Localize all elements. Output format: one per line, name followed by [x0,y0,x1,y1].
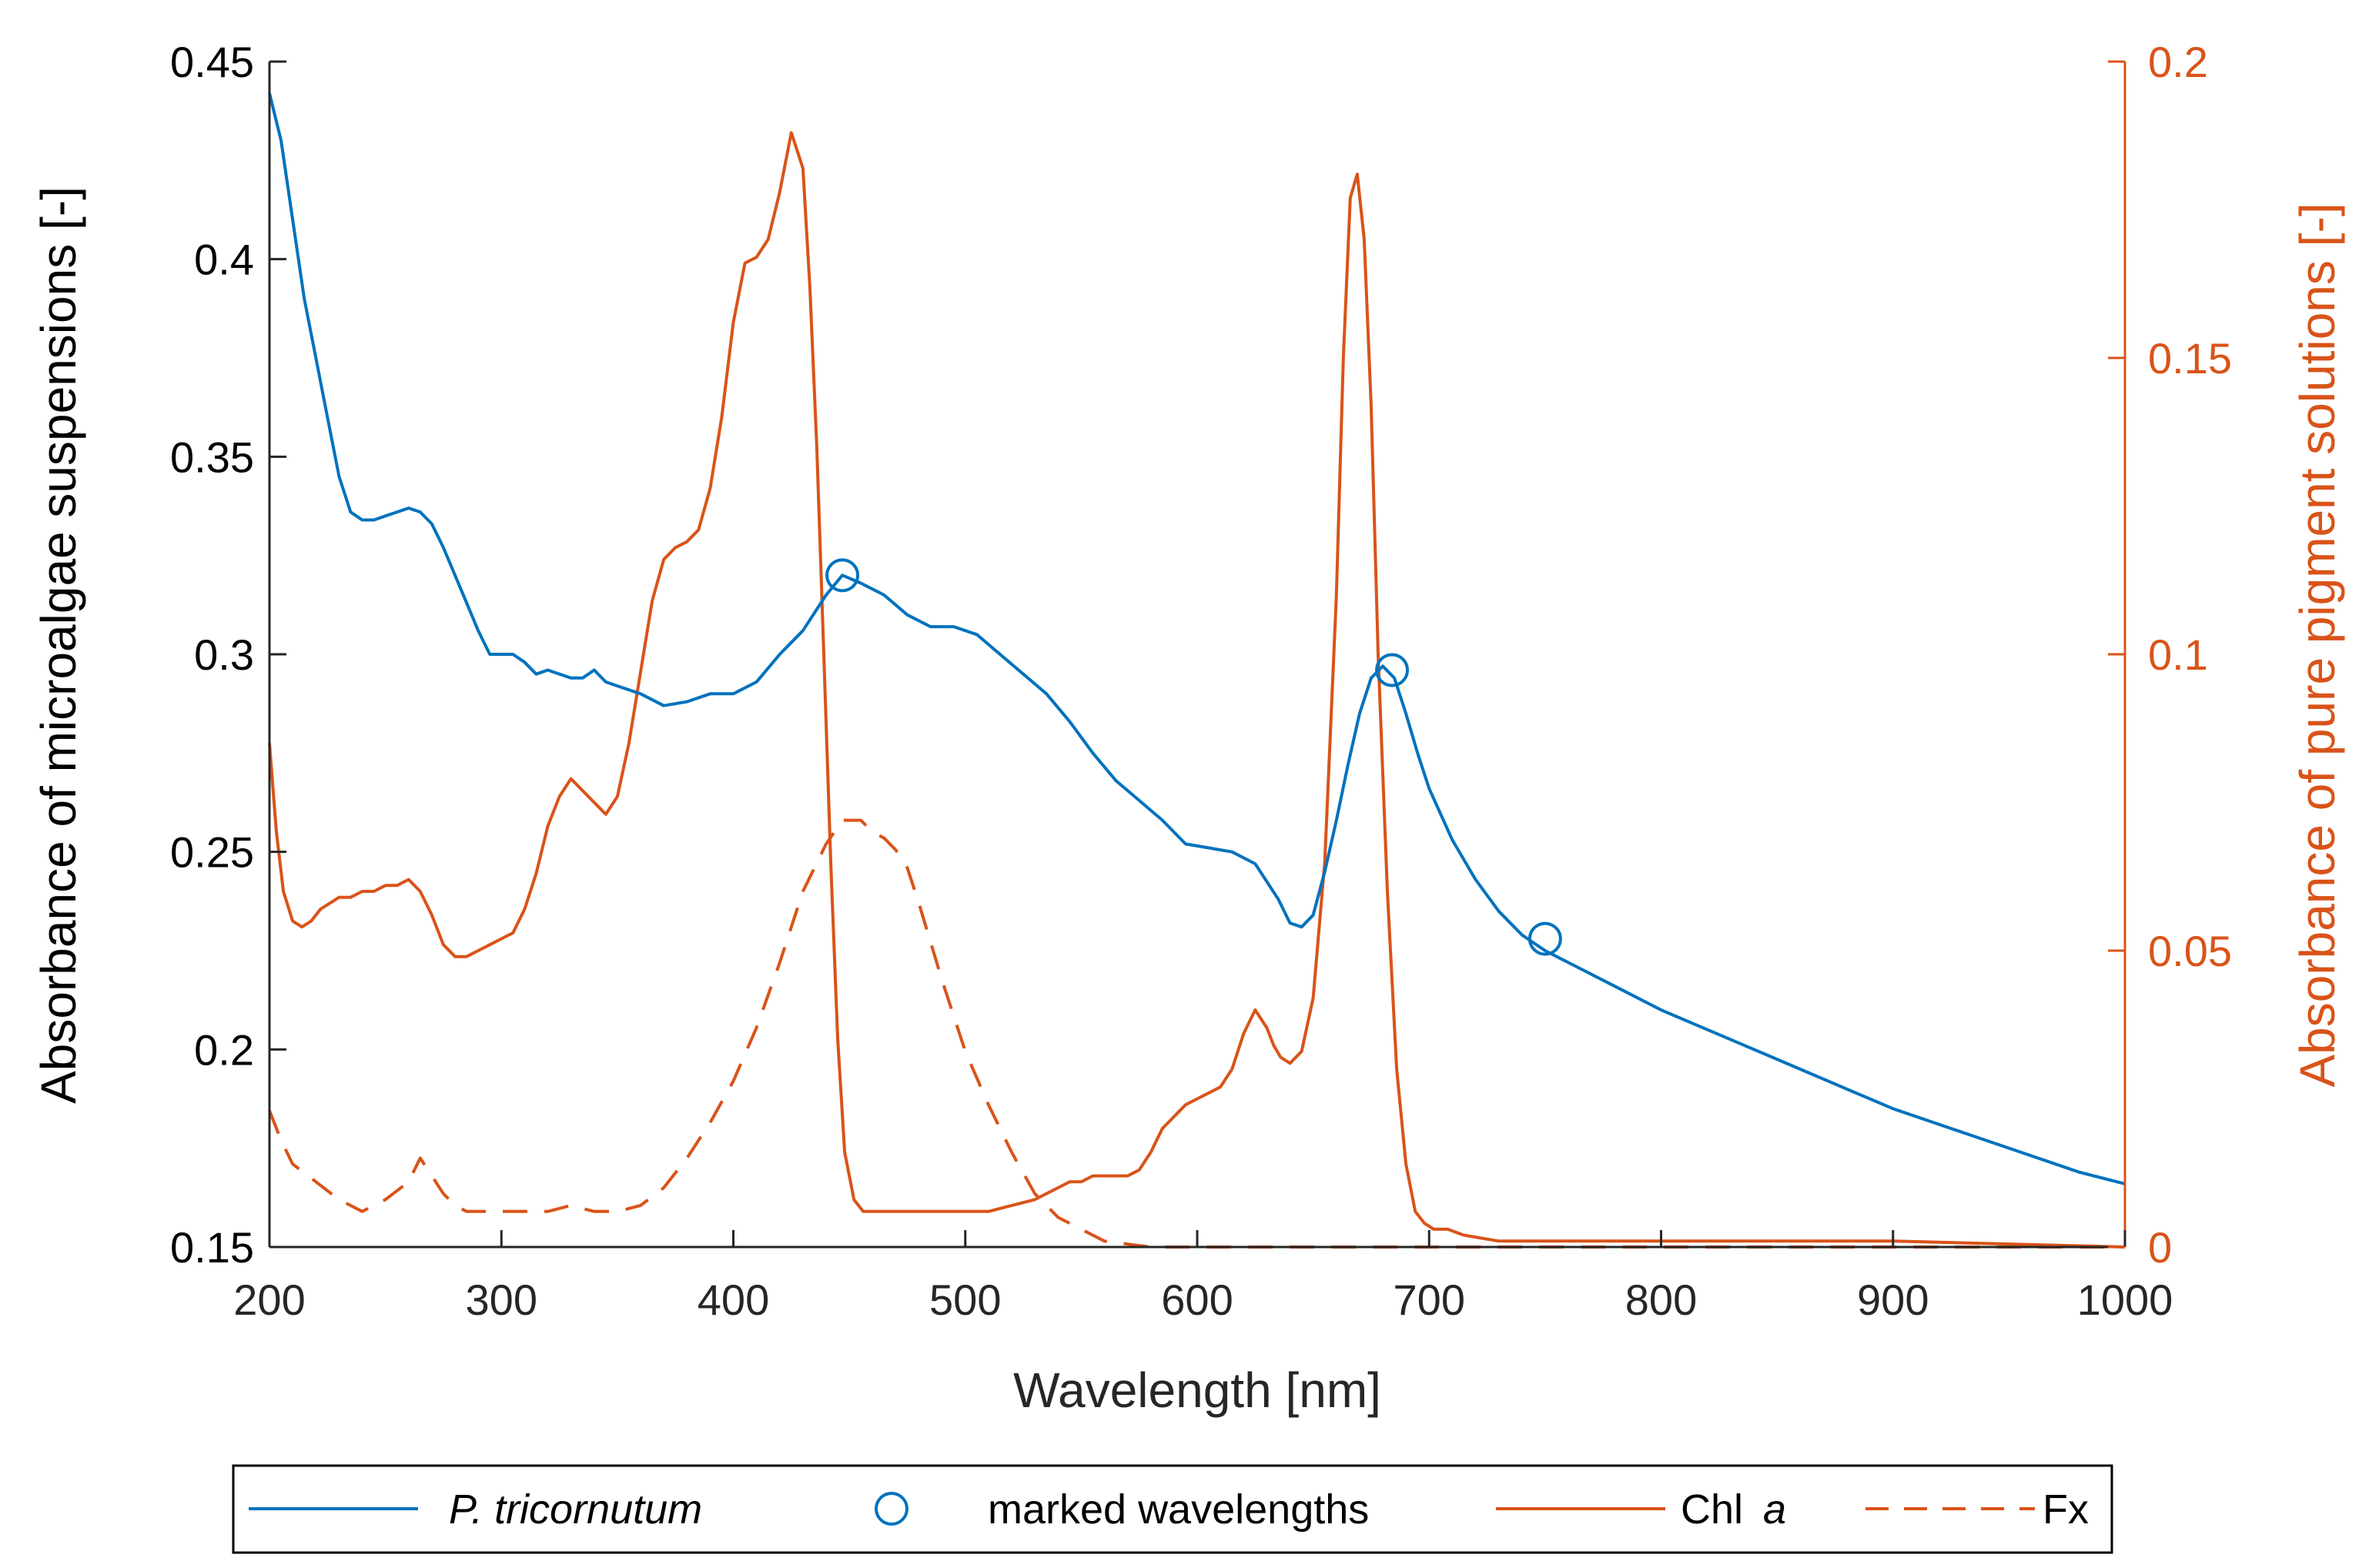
series-line-p-tricornutum [268,92,2126,1185]
y-right-tick-label: 0 [2148,1223,2172,1272]
marker-marked-wavelengths [1527,921,1562,956]
plot-area [268,92,2126,1249]
y-right-tick-label: 0.05 [2148,927,2232,975]
series-line-fx [268,818,2125,1249]
x-tick-label: 400 [698,1275,769,1324]
y-right-tick-label: 0.1 [2148,630,2208,679]
y-left-tick-label: 0.35 [170,433,254,481]
y-left-tick-label: 0.15 [170,1223,254,1272]
axes: 200 300 400 500 600 700 800 900 1000 0.15 0.2 0.25… [170,38,2232,1324]
series-group [268,92,2126,1249]
legend-label-marked: marked wavelengths [988,1486,1369,1533]
x-axis-title: Wavelength [nm] [1013,1362,1381,1418]
y-right-axis-title: Absorbance of pure pigment solutions [-] [2290,202,2345,1087]
y-left-tick-label: 0.4 [194,236,254,284]
legend-label-chl-italic: a [1763,1486,1786,1533]
legend-label-chl: Chl [1681,1486,1743,1533]
legend-box [232,1464,2113,1554]
y-right-ticks: 0 0.05 0.1 0.15 0.2 [2108,38,2232,1272]
legend: P. tricornutum marked wavelengths Chl a F… [232,1464,2113,1554]
x-tick-label: 600 [1161,1275,1233,1324]
series-line-chl-a [268,131,2126,1249]
x-tick-label: 900 [1857,1275,1929,1324]
x-tick-label: 200 [233,1275,305,1324]
legend-label-p-tricornutum: P. tricornutum [449,1486,702,1533]
x-tick-label: 1000 [2077,1275,2173,1324]
x-ticks: 200 300 400 500 600 700 800 900 1000 [233,1230,2173,1324]
y-right-tick-label: 0.15 [2148,334,2232,383]
legend-label-chl-a: Chl a [1681,1486,1786,1533]
marker-marked-wavelengths [1375,653,1410,687]
y-left-axis-title: Absorbance of microalgae suspensions [-] [31,186,86,1104]
y-right-tick-label: 0.2 [2148,38,2208,86]
x-tick-label: 500 [929,1275,1001,1324]
legend-label-fx: Fx [2043,1486,2089,1533]
legend-swatch-marked [875,1492,908,1526]
y-left-ticks: 0.15 0.2 0.25 0.3 0.35 0.4 0.45 [170,38,286,1272]
marker-marked-wavelengths [825,558,860,593]
x-tick-label: 700 [1394,1275,1465,1324]
y-left-tick-label: 0.45 [170,38,254,86]
y-left-tick-label: 0.3 [194,630,254,679]
x-tick-label: 300 [466,1275,537,1324]
x-tick-label: 800 [1625,1275,1697,1324]
y-left-tick-label: 0.2 [194,1025,254,1074]
y-left-tick-label: 0.25 [170,828,254,877]
